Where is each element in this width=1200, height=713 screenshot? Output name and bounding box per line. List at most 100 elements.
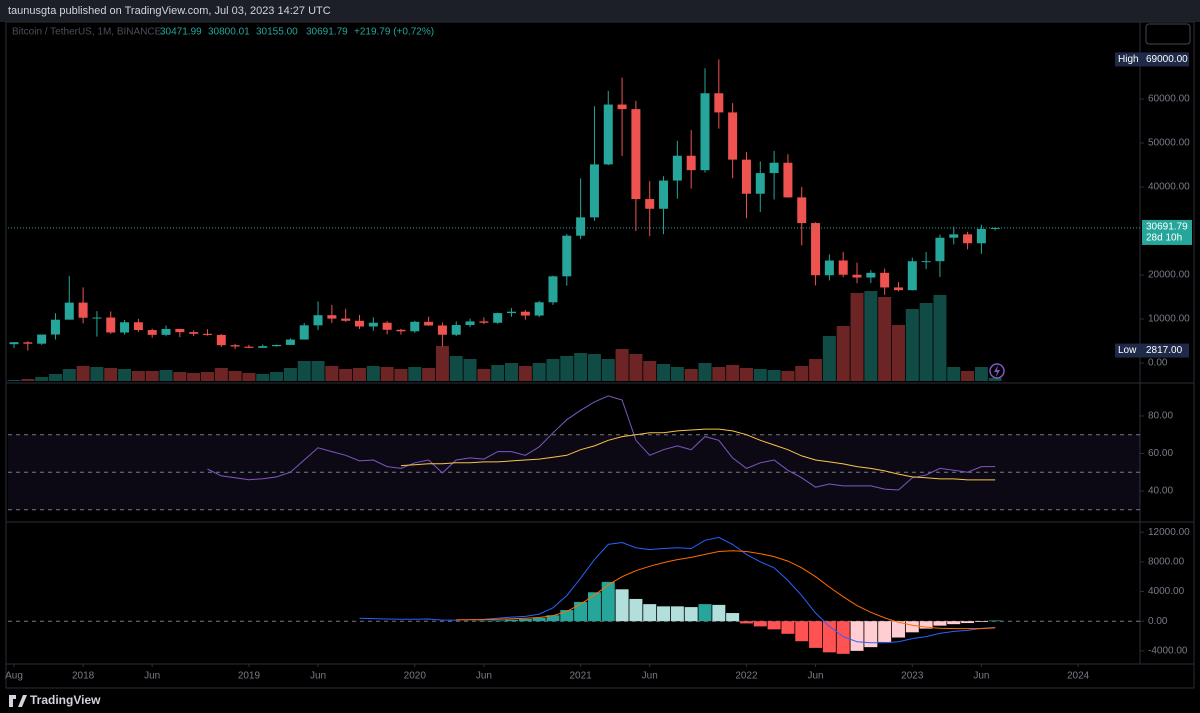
candle-body	[50, 319, 60, 335]
band-fill	[8, 434, 1140, 510]
histogram-bar	[532, 617, 546, 622]
y-tick-label: 8000.00	[1148, 556, 1185, 567]
candle-body	[893, 287, 903, 291]
publisher: taunusgta published on TradingView.com, …	[8, 5, 331, 17]
candle-body	[189, 332, 199, 334]
indicator-icon[interactable]	[989, 363, 1005, 379]
candle-body	[645, 199, 655, 209]
histogram-bar	[505, 619, 519, 622]
settings-button[interactable]	[1145, 23, 1191, 45]
x-tick-label: 2019	[238, 671, 261, 682]
y-tick-label: 60.00	[1148, 448, 1173, 459]
volume-bar	[353, 368, 366, 381]
volume-bar	[435, 346, 449, 381]
volume-bar	[366, 366, 380, 381]
candle-body	[921, 261, 931, 263]
candle-body	[534, 302, 544, 316]
volume-bar	[974, 367, 988, 381]
histogram-bar	[933, 621, 947, 626]
candle-body	[963, 234, 973, 244]
volume-bar	[905, 309, 919, 381]
candle-body	[728, 112, 738, 160]
volume-bar	[187, 373, 201, 381]
volume-bar	[311, 361, 325, 381]
histogram-bar	[587, 592, 601, 622]
y-tick-label: 60000.00	[1148, 94, 1190, 105]
volume-bar	[463, 359, 477, 381]
volume-bar	[532, 363, 546, 381]
candle-body	[907, 261, 917, 291]
candle-body	[258, 346, 268, 348]
x-tick-label: Jun	[476, 671, 492, 682]
volume-bar	[118, 369, 132, 381]
legend-open: 30471.99	[160, 27, 202, 38]
histogram-bar	[836, 621, 850, 654]
volume-bar	[7, 380, 21, 381]
volume-bar	[159, 370, 173, 381]
volume-bar	[449, 356, 463, 381]
y-tick-label: 20000.00	[1148, 270, 1190, 281]
candle-body	[935, 237, 945, 262]
histogram-bar	[574, 601, 588, 622]
volume-bar	[214, 368, 228, 381]
histogram-bar	[767, 621, 781, 630]
histogram-bar	[615, 589, 629, 622]
histogram-bar	[781, 621, 795, 634]
last-price-label: 30691.79	[1146, 222, 1188, 233]
candle-body	[631, 109, 641, 200]
histogram-bar	[809, 621, 823, 648]
candle-body	[576, 217, 586, 236]
candle-body	[451, 325, 461, 335]
volume-bar	[256, 374, 270, 381]
volume-bar	[546, 359, 560, 381]
marker-value: 2817.00	[1146, 345, 1183, 356]
candle-body	[120, 322, 130, 333]
candle-body	[175, 328, 185, 333]
y-tick-label: 40.00	[1148, 486, 1173, 497]
x-tick-label: 2023	[901, 671, 924, 682]
legend-close: 30691.79	[306, 27, 348, 38]
histogram-bar	[947, 621, 961, 625]
candle-body	[562, 235, 572, 277]
candle-body	[686, 155, 696, 171]
y-tick-label: -4000.00	[1148, 646, 1188, 657]
volume-bar	[21, 379, 35, 381]
candle-body	[299, 325, 309, 340]
volume-bar	[684, 369, 698, 381]
volume-bar	[961, 371, 975, 381]
legend-high: 30800.01	[208, 27, 250, 38]
volume-bar	[891, 325, 905, 381]
y-tick-label: 12000.00	[1148, 527, 1190, 538]
low-label-box	[1115, 343, 1189, 358]
candle-body	[824, 260, 834, 276]
histogram-bar	[491, 620, 505, 622]
histogram-bar	[670, 606, 684, 622]
symbol: Bitcoin / TetherUS, 1M, BINANCE	[12, 27, 162, 38]
x-tick-label: Jun	[144, 671, 160, 682]
y-tick-label: 10000.00	[1148, 314, 1190, 325]
volume-bar	[712, 367, 726, 381]
candle-body	[589, 164, 599, 218]
candle-body	[313, 315, 323, 326]
candle-body	[769, 162, 779, 174]
candle-body	[396, 329, 406, 332]
indicator-icon-bolt	[994, 365, 1000, 377]
histogram-bar	[601, 581, 615, 622]
candle-body	[741, 159, 751, 194]
volume-bar	[76, 366, 90, 381]
volume-bar	[739, 368, 753, 381]
histogram-bar	[518, 618, 532, 622]
y-tick-label: 40000.00	[1148, 182, 1190, 193]
candle-body	[465, 321, 475, 326]
volume-bar	[836, 326, 850, 381]
volume-bar	[491, 365, 505, 381]
x-tick-label: Jun	[807, 671, 823, 682]
volume-bar	[795, 366, 809, 381]
volume-bar	[394, 369, 408, 381]
volume-bar	[339, 369, 353, 381]
candle-body	[659, 180, 669, 209]
candle-body	[37, 334, 47, 344]
candle-body	[106, 317, 116, 333]
